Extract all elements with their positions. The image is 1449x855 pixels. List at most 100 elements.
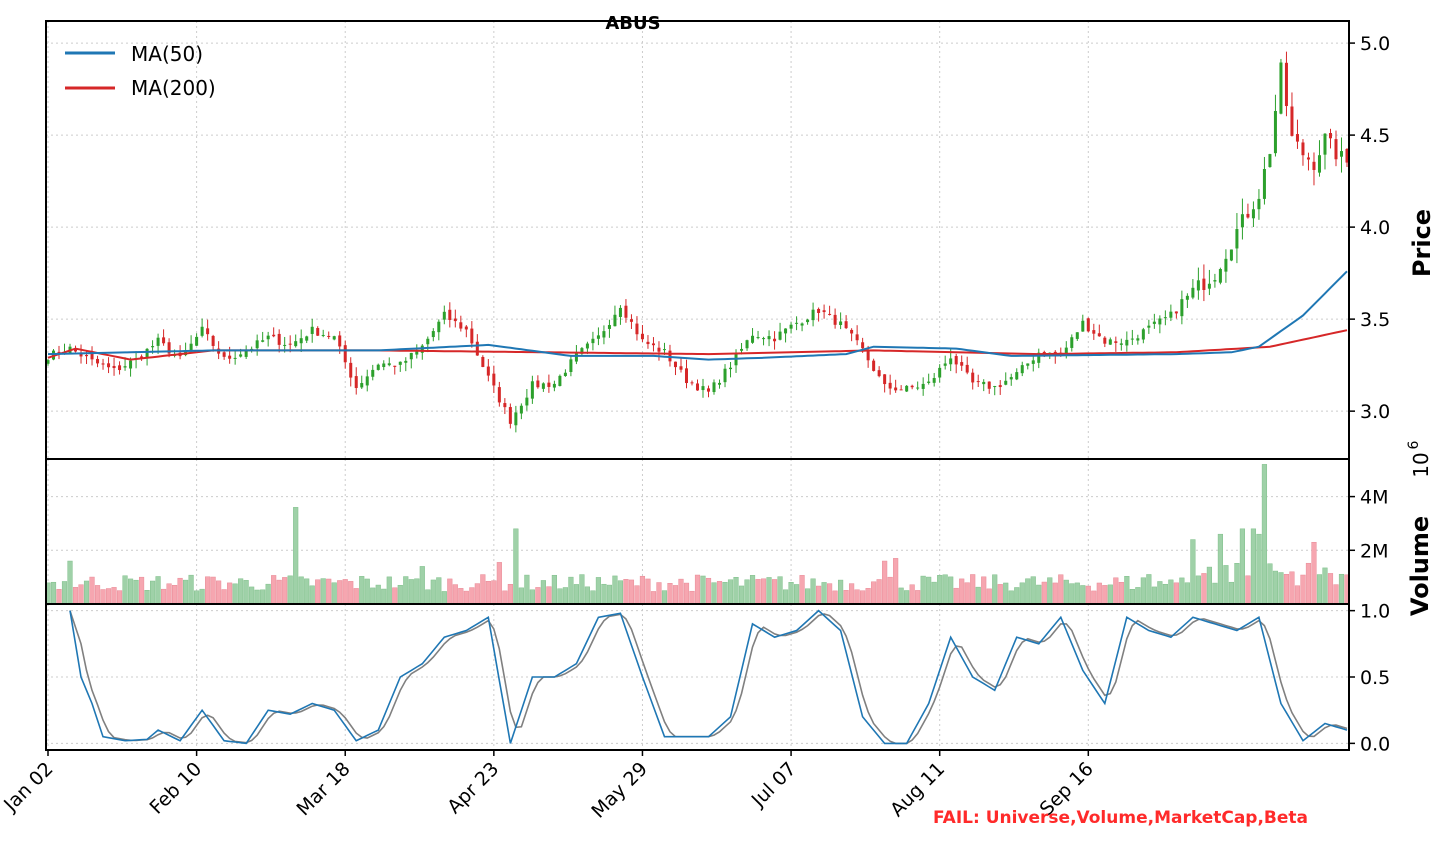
candle-body: [745, 340, 749, 349]
volume-bar: [1206, 566, 1212, 605]
volume-bar: [89, 576, 95, 605]
volume-bar: [628, 579, 635, 605]
candle-body: [1037, 352, 1041, 363]
volume-bar: [683, 582, 690, 605]
volume-bar: [882, 560, 888, 605]
price-legend: MA(50) MA(200): [65, 42, 216, 100]
x-tick-label: Feb 10: [145, 758, 206, 819]
volume-bar: [832, 590, 838, 605]
volume-bar: [700, 575, 706, 605]
volume-bar: [287, 575, 293, 605]
candle-body: [888, 382, 892, 389]
candle-body: [1191, 287, 1195, 298]
candle-body: [96, 358, 100, 364]
candle-body: [1251, 209, 1255, 219]
candle-body: [1114, 341, 1118, 343]
volume-bar: [722, 582, 728, 605]
candle-body: [822, 310, 826, 313]
volume-bar: [1052, 582, 1058, 605]
volume-bar: [854, 589, 860, 605]
volume-y-axis: 2M 4M: [1349, 487, 1388, 562]
candle-body: [1169, 311, 1173, 318]
candle-body: [475, 341, 479, 356]
candle-body: [1180, 299, 1184, 317]
volume-bar: [606, 584, 613, 605]
candle-body: [740, 348, 744, 351]
oscillator-y-axis: 0.0 0.5 1.0: [1349, 601, 1390, 755]
volume-bar: [94, 585, 101, 605]
volume-bar: [992, 574, 998, 605]
candle-body: [1235, 229, 1239, 249]
candle-body: [563, 372, 567, 377]
volume-bar: [232, 583, 238, 605]
volume-bar: [337, 580, 343, 605]
volume-bar: [562, 587, 568, 605]
volume-bar: [546, 586, 552, 605]
candle-body: [46, 360, 50, 364]
candle-body: [767, 336, 771, 340]
volume-bar: [1300, 574, 1306, 605]
candle-body: [712, 382, 716, 393]
candle-body: [640, 333, 644, 340]
volume-bar: [749, 575, 756, 605]
volume-bar: [612, 575, 618, 605]
volume-scale-label: 10 6: [1406, 440, 1433, 477]
candle-body: [376, 364, 380, 370]
volume-bar: [656, 582, 662, 605]
candle-body: [310, 326, 314, 334]
candle-body: [129, 360, 133, 369]
volume-bar: [1113, 577, 1119, 605]
candle-body: [321, 334, 325, 336]
candle-body: [299, 338, 303, 344]
candle-body: [1273, 110, 1277, 154]
volume-bar: [755, 579, 761, 605]
candle-body: [1218, 269, 1222, 283]
volume-bar: [623, 579, 629, 605]
volume-bar: [1014, 587, 1020, 605]
candle-body: [784, 328, 788, 334]
candle-body: [976, 381, 980, 383]
candle-body: [762, 338, 766, 340]
fail-message: FAIL: Universe,Volume,MarketCap,Beta: [933, 808, 1309, 828]
volume-bar: [661, 590, 668, 605]
candle-body: [431, 331, 435, 338]
candle-body: [156, 337, 160, 346]
candle-body: [470, 328, 474, 344]
volume-bar: [535, 587, 541, 605]
candle-body: [541, 383, 545, 389]
candle-body: [629, 319, 633, 322]
volume-bar: [469, 587, 475, 605]
volume-bar: [931, 581, 937, 605]
volume-bar: [1190, 539, 1196, 605]
volume-bar: [727, 579, 734, 605]
volume-bar: [634, 585, 640, 605]
volume-bar: [348, 581, 354, 605]
oscillator-tick-label: 0.5: [1360, 667, 1390, 689]
volume-bar: [326, 578, 332, 605]
candle-body: [756, 337, 760, 339]
volume-bar: [144, 590, 150, 605]
volume-bar: [1223, 565, 1229, 605]
volume-bar: [1091, 590, 1097, 605]
candle-body: [1004, 380, 1008, 385]
volume-bar: [1102, 585, 1108, 605]
volume-bar: [705, 577, 712, 605]
volume-bar: [50, 581, 57, 605]
candle-body: [349, 362, 353, 378]
candle-body: [646, 341, 650, 345]
candle-body: [618, 307, 622, 317]
volume-bar: [915, 590, 921, 605]
candle-body: [651, 343, 655, 346]
candle-body: [679, 366, 683, 370]
candle-body: [343, 345, 347, 363]
volume-bar: [227, 582, 233, 605]
candle-body: [1141, 329, 1145, 340]
volume-bar: [1311, 541, 1317, 605]
candle-body: [927, 381, 931, 383]
candle-body: [965, 364, 969, 373]
volume-bar: [788, 582, 794, 605]
volume-bar: [188, 574, 194, 605]
volume-bar: [551, 574, 557, 605]
volume-bar: [1250, 528, 1257, 605]
volume-bar: [127, 578, 134, 605]
